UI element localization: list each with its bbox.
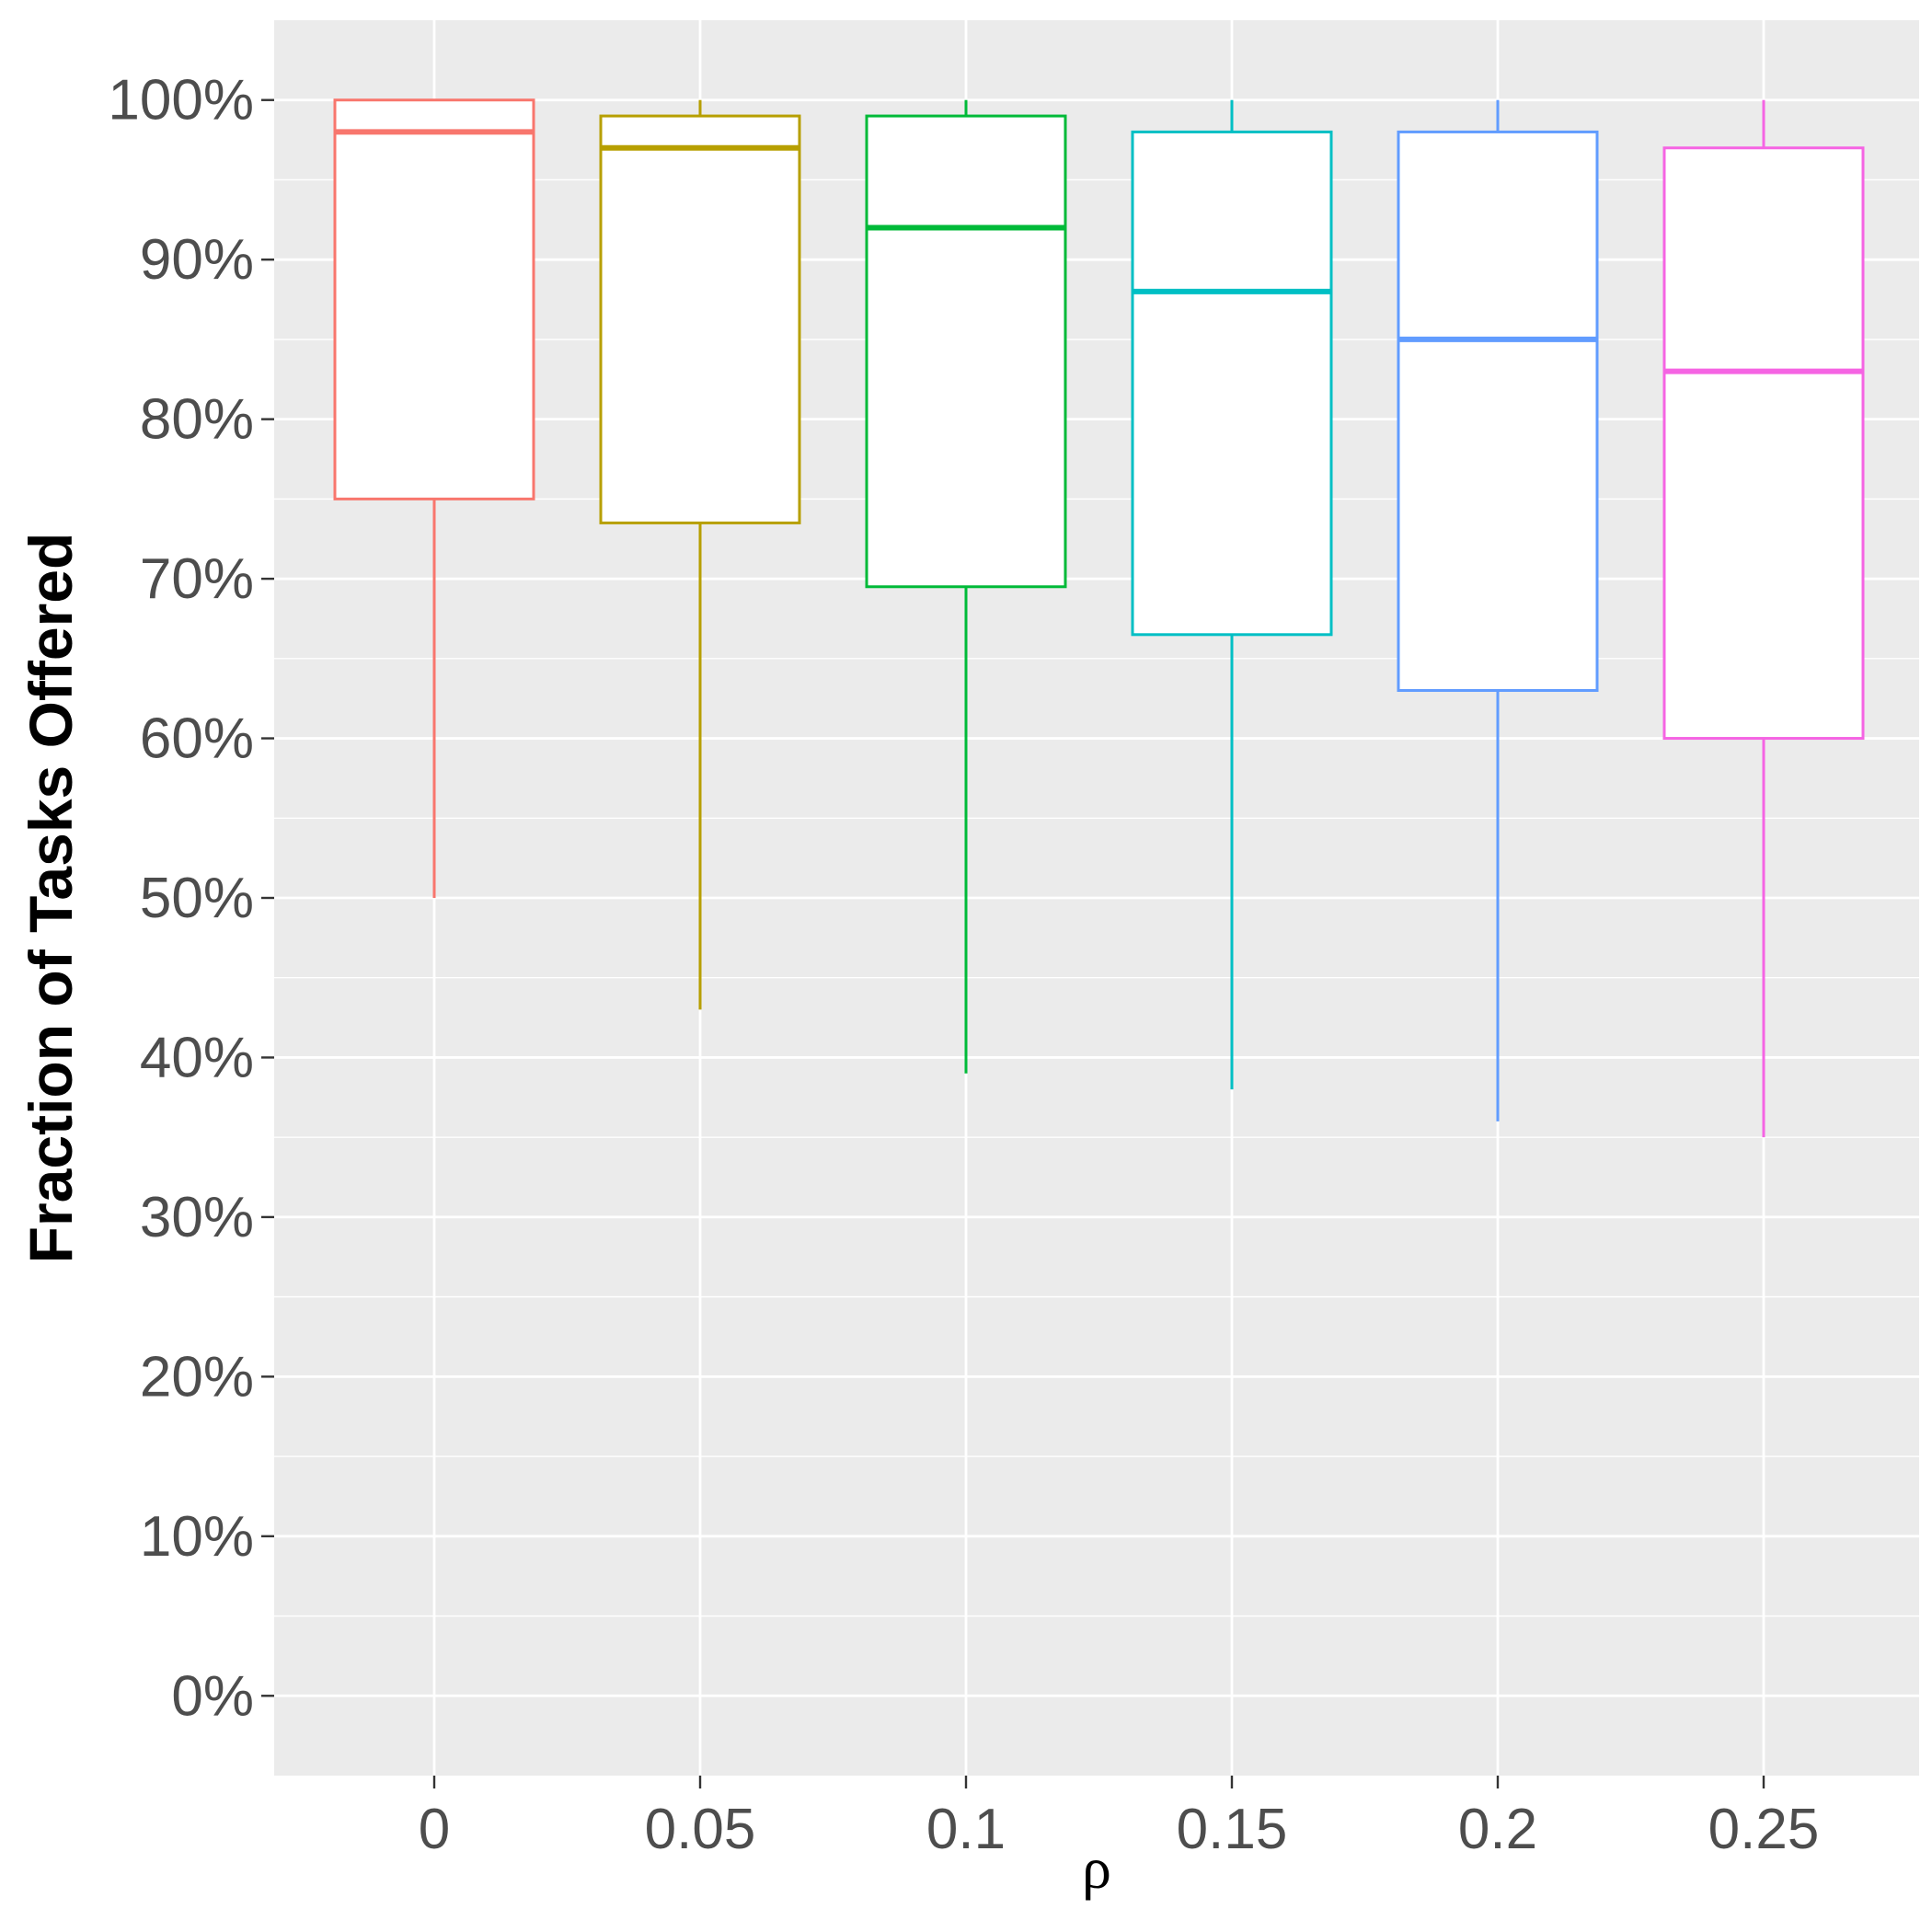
boxes-layer [333,98,1865,1138]
y-tick-label: 40% [140,1026,254,1089]
box-iqr [1662,146,1865,741]
box-0 [333,98,535,898]
x-axis: 0 0.05 0.1 0.15 0.2 0.25 [419,1776,1820,1861]
x-tick-label: 0.05 [645,1798,756,1861]
box-0.25 [1662,99,1865,1138]
box-iqr [865,114,1067,589]
box-iqr [1131,130,1333,637]
box-0.1 [865,99,1067,1074]
x-tick-label: 0 [419,1798,450,1861]
box-iqr [333,98,535,500]
x-axis-title: ρ [1082,1835,1111,1901]
x-tick-label: 0.25 [1708,1798,1820,1861]
y-tick-label: 50% [140,867,254,930]
box-iqr [1397,130,1599,693]
y-tick-label: 60% [140,707,254,771]
y-tick-label: 80% [140,388,254,452]
x-tick-label: 0.15 [1177,1798,1288,1861]
y-tick-label: 20% [140,1345,254,1409]
x-tick-label: 0.1 [926,1798,1006,1861]
box-iqr [599,114,801,524]
y-tick-label: 10% [140,1505,254,1569]
y-tick-label: 30% [140,1186,254,1249]
y-axis: 0% 10% 20% 30% 40% 50% 60% 70% 80% 90% 100% [108,69,274,1728]
minor-gridlines [274,178,1919,1617]
y-tick-label: 0% [171,1664,254,1728]
box-0.2 [1397,99,1599,1121]
y-tick-label: 90% [140,228,254,292]
y-tick-label: 70% [140,547,254,611]
y-axis-title: Fraction of Tasks Offered [17,533,85,1264]
x-tick-label: 0.2 [1458,1798,1537,1861]
box-0.05 [599,99,801,1010]
y-tick-label: 100% [108,69,254,132]
box-0.15 [1131,99,1333,1090]
